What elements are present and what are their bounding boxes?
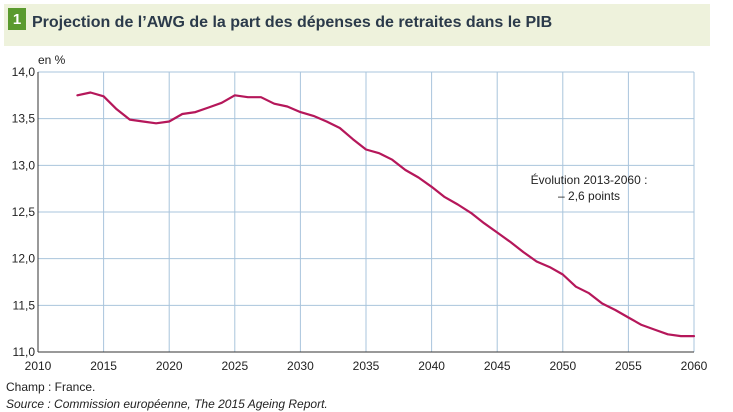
y-tick-label: 14,0	[12, 65, 36, 79]
line-chart: 11,0 11,5 12,0 12,5 13,0 13,5 14,0 2010 2015 2020…	[12, 53, 708, 373]
chart-title: Projection de l’AWG de la part des dépen…	[32, 14, 553, 31]
y-tick-label: 13,0	[12, 158, 36, 172]
x-tick-label: 2040	[418, 359, 445, 373]
x-tick-label: 2015	[90, 359, 117, 373]
annotation-line-2: – 2,6 points	[558, 189, 620, 203]
y-tick-label: 11,5	[13, 298, 36, 312]
x-tick-label: 2030	[287, 359, 314, 373]
footnote-champ: Champ : France.	[6, 380, 96, 394]
figure-header: 1 Projection de l’AWG de la part des dép…	[4, 4, 710, 46]
figure-number-badge: 1	[8, 8, 26, 30]
y-axis-unit-label: en %	[38, 53, 66, 67]
series-line	[76, 91, 696, 338]
x-tick-label: 2020	[156, 359, 183, 373]
y-tick-label: 12,0	[12, 252, 36, 266]
x-tick-label: 2055	[615, 359, 642, 373]
x-tick-label: 2025	[221, 359, 248, 373]
x-tick-label: 2035	[353, 359, 380, 373]
annotation-line-1: Évolution 2013-2060 :	[531, 172, 648, 187]
x-tick-label: 2060	[681, 359, 708, 373]
footnote-source: Source : Commission européenne, The 2015…	[6, 397, 328, 411]
y-tick-label: 11,0	[13, 345, 36, 359]
y-tick-label: 13,5	[12, 112, 36, 126]
x-tick-label: 2045	[484, 359, 511, 373]
y-tick-label: 12,5	[12, 205, 36, 219]
x-tick-label: 2010	[25, 359, 52, 373]
x-tick-label: 2050	[549, 359, 576, 373]
